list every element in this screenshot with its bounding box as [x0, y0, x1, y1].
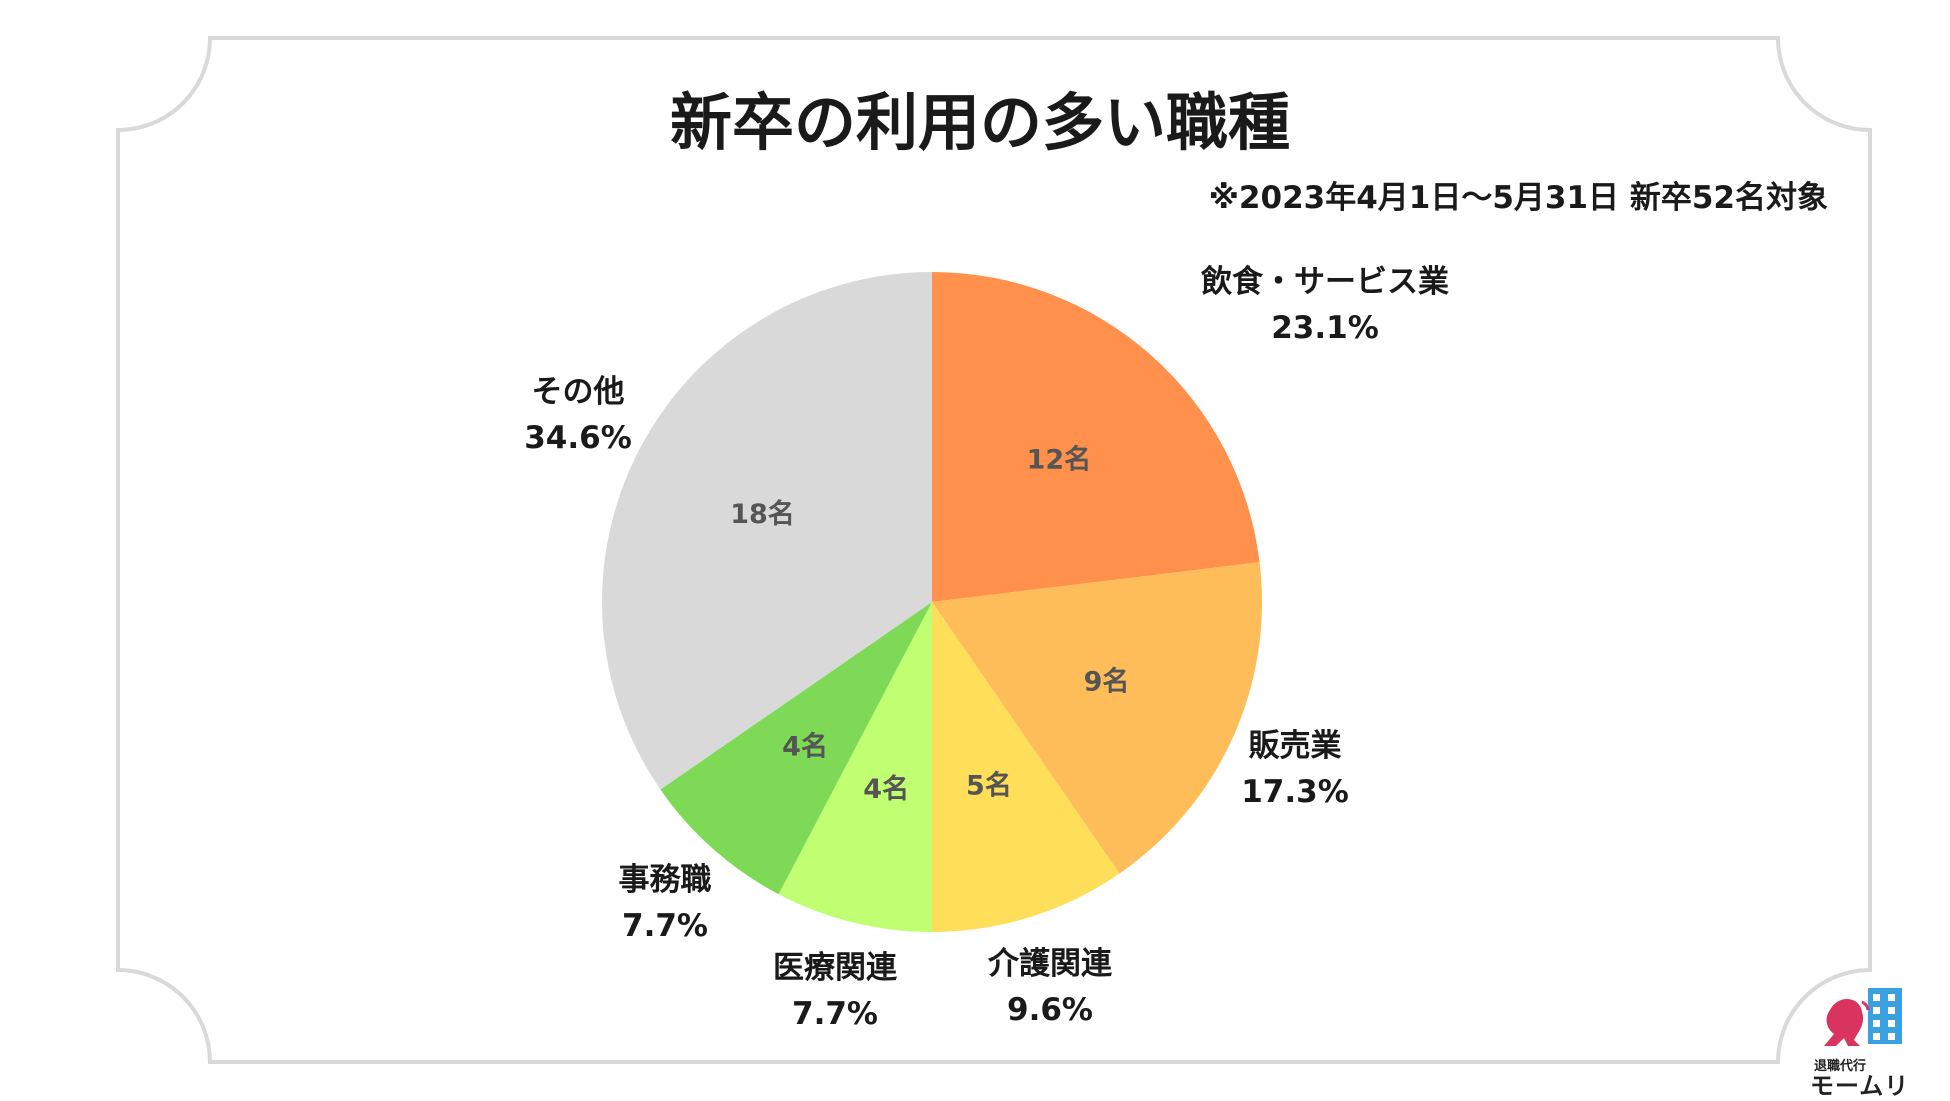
- survey-note: ※2023年4月1日〜5月31日 新卒52名対象: [1208, 180, 1828, 216]
- percent-label-sonota: 34.6%: [524, 420, 632, 456]
- logo-text-line1: 退職代行: [1814, 1059, 1867, 1074]
- pie-slice-hanbai: [932, 562, 1262, 874]
- percent-label-iryo: 7.7%: [792, 996, 878, 1032]
- slice-count-label-inshoku: 12名: [1027, 444, 1092, 476]
- pie-slice-sonota: [602, 272, 932, 790]
- category-label-inshoku: 飲食・サービス業: [1201, 264, 1449, 300]
- momuri-logo-icon: [1824, 988, 1902, 1046]
- category-label-kaigo: 介護関連: [987, 946, 1113, 982]
- pie-slice-inshoku: [932, 272, 1260, 602]
- slice-count-label-kaigo: 5名: [966, 770, 1012, 802]
- percent-label-jimu: 7.7%: [622, 908, 708, 944]
- page-title: 新卒の利用の多い職種: [669, 86, 1290, 159]
- slice-count-label-hanbai: 9名: [1084, 666, 1130, 698]
- pie-slice-kaigo: [932, 602, 1120, 932]
- slice-count-label-iryo: 4名: [863, 773, 909, 805]
- slice-count-label-sonota: 18名: [730, 498, 795, 530]
- category-label-iryo: 医療関連: [773, 950, 898, 986]
- percent-label-inshoku: 23.1%: [1271, 310, 1379, 346]
- percent-label-kaigo: 9.6%: [1007, 992, 1093, 1028]
- category-label-hanbai: 販売業: [1249, 728, 1342, 764]
- pie-slice-jimu: [660, 602, 932, 895]
- logo-text-line2: モームリ: [1810, 1072, 1910, 1100]
- category-label-sonota: その他: [532, 374, 625, 410]
- slice-count-label-jimu: 4名: [782, 730, 828, 762]
- category-label-jimu: 事務職: [619, 862, 712, 898]
- percent-label-hanbai: 17.3%: [1241, 774, 1349, 810]
- pie-slice-iryo: [778, 602, 932, 932]
